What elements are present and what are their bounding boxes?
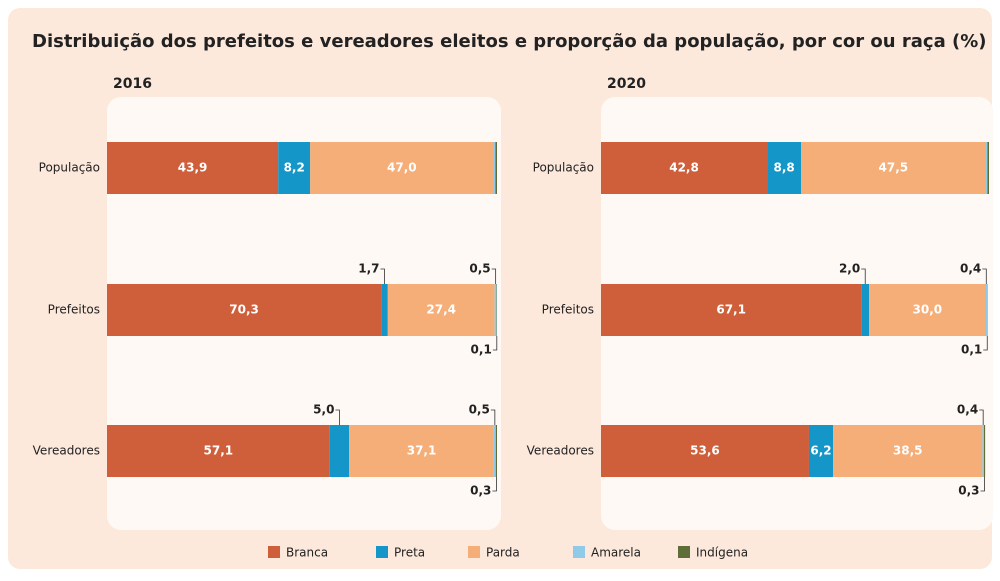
bar-segment bbox=[496, 425, 497, 477]
panel-title: 2020 bbox=[607, 76, 646, 92]
legend-swatch bbox=[468, 546, 480, 558]
value-label: 0,4 bbox=[957, 403, 978, 417]
value-label: 5,0 bbox=[313, 403, 334, 417]
legend-label: Indígena bbox=[696, 546, 748, 560]
value-label: 0,3 bbox=[958, 484, 979, 498]
value-label: 27,4 bbox=[426, 303, 456, 317]
legend-swatch bbox=[678, 546, 690, 558]
value-label: 53,6 bbox=[690, 444, 720, 458]
bar-segment bbox=[495, 284, 497, 336]
value-label: 47,5 bbox=[879, 161, 909, 175]
value-label: 38,5 bbox=[893, 444, 923, 458]
legend-swatch bbox=[268, 546, 280, 558]
legend-label: Amarela bbox=[591, 546, 641, 560]
value-label: 2,0 bbox=[839, 262, 860, 276]
value-label: 0,5 bbox=[469, 262, 490, 276]
bar-segment bbox=[861, 284, 869, 336]
bar-segment bbox=[986, 284, 988, 336]
bar-segment bbox=[986, 142, 988, 194]
value-label: 0,1 bbox=[471, 343, 492, 357]
bar-segment bbox=[381, 284, 388, 336]
category-label: Prefeitos bbox=[542, 303, 594, 317]
value-label: 1,7 bbox=[358, 262, 379, 276]
value-label: 57,1 bbox=[204, 444, 234, 458]
value-label: 8,2 bbox=[284, 161, 305, 175]
value-label: 37,1 bbox=[407, 444, 437, 458]
bar-segment bbox=[984, 425, 985, 477]
bar-segment bbox=[495, 142, 497, 194]
value-label: 43,9 bbox=[178, 161, 208, 175]
legend-label: Branca bbox=[286, 546, 328, 560]
chart-title: Distribuição dos prefeitos e vereadores … bbox=[32, 31, 986, 52]
value-label: 0,5 bbox=[469, 403, 490, 417]
category-label: População bbox=[533, 161, 594, 175]
category-label: Prefeitos bbox=[48, 303, 100, 317]
panel-title: 2016 bbox=[113, 76, 152, 92]
bar-segment bbox=[494, 425, 496, 477]
value-label: 0,3 bbox=[470, 484, 491, 498]
legend-swatch bbox=[573, 546, 585, 558]
category-label: Vereadores bbox=[527, 444, 594, 458]
value-label: 0,4 bbox=[960, 262, 981, 276]
legend-swatch bbox=[376, 546, 388, 558]
category-label: Vereadores bbox=[33, 444, 100, 458]
bar-segment bbox=[330, 425, 350, 477]
bar-segment bbox=[982, 425, 984, 477]
value-label: 67,1 bbox=[716, 303, 746, 317]
value-label: 42,8 bbox=[669, 161, 699, 175]
value-label: 8,8 bbox=[774, 161, 795, 175]
value-label: 47,0 bbox=[387, 161, 417, 175]
value-label: 6,2 bbox=[810, 444, 831, 458]
bar-segment bbox=[987, 142, 989, 194]
legend-label: Preta bbox=[394, 546, 425, 560]
bar-segment bbox=[493, 142, 495, 194]
category-label: População bbox=[39, 161, 100, 175]
legend-label: Parda bbox=[486, 546, 520, 560]
value-label: 30,0 bbox=[913, 303, 943, 317]
value-label: 0,1 bbox=[961, 343, 982, 357]
value-label: 70,3 bbox=[229, 303, 259, 317]
